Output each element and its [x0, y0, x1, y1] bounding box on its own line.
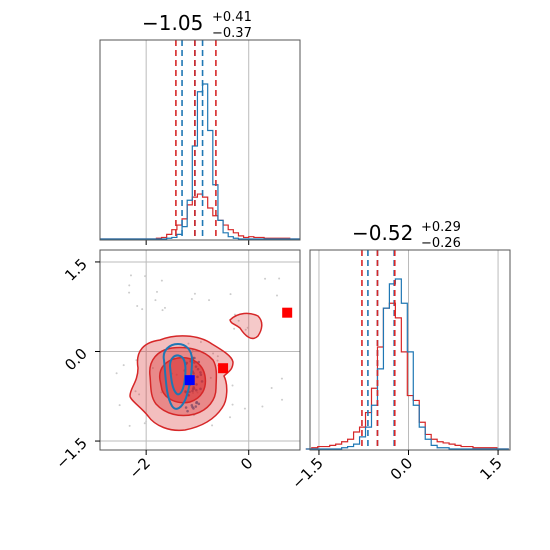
scatter-point — [115, 372, 118, 375]
hist-panel-param-2: −1.5 0.0 1.5 — [288, 249, 511, 493]
title-param-2: −0.52 +0.29 −0.26 — [352, 220, 461, 251]
scatter-point — [229, 416, 232, 419]
hist1-quantile-lines — [175, 40, 217, 240]
scatter-point — [216, 359, 219, 362]
scatter-point — [151, 367, 154, 370]
hist2-gridlines — [318, 250, 499, 450]
title-2-plus: +0.29 — [421, 220, 461, 235]
scatter-point — [155, 290, 158, 293]
joint-frame — [99, 249, 301, 451]
joint-markers — [184, 307, 293, 386]
joint-y-tick-label-0: 1.5 — [61, 255, 91, 285]
title-param-1: −1.05 +0.41 −0.37 — [142, 10, 252, 41]
joint-y-tick-label-1: 0.0 — [61, 345, 91, 375]
scatter-point — [278, 277, 281, 280]
joint-x-tick-label-1: 0 — [237, 454, 256, 473]
joint-x-tick-label-0: −2 — [126, 454, 154, 482]
scatter-point-blue — [197, 402, 201, 406]
joint-red-contours — [129, 312, 263, 432]
scatter-point — [122, 364, 125, 367]
hist2-x-tick-label-1: 0.0 — [387, 454, 417, 484]
hist1-red-histogram — [100, 193, 300, 240]
joint-y-tick-label-2: −1.5 — [52, 434, 90, 472]
joint-panel: −2 0 1.5 0.0 −1.5 — [52, 249, 301, 482]
title-1-plus: +0.41 — [212, 10, 252, 25]
scatter-point — [160, 279, 163, 282]
scatter-point — [128, 424, 131, 427]
hist2-red-histogram — [305, 302, 509, 450]
title-2-value: −0.52 — [352, 221, 413, 245]
hist2-x-ticks: −1.5 0.0 1.5 — [288, 450, 506, 493]
scatter-point — [141, 308, 144, 311]
hist2-x-tick-label-0: −1.5 — [288, 454, 326, 492]
joint-y-ticks: 1.5 0.0 −1.5 — [52, 255, 100, 473]
hist1-frame — [99, 39, 301, 241]
scatter-point — [134, 390, 137, 393]
scatter-point — [233, 327, 236, 330]
scatter-point — [270, 387, 273, 390]
scatter-point-blue — [184, 406, 188, 409]
scatter-point-blue — [195, 400, 199, 404]
scatter-point — [190, 297, 193, 300]
scatter-point — [231, 384, 234, 387]
scatter-point — [160, 391, 163, 394]
blue-square-marker — [184, 375, 195, 386]
scatter-point — [209, 376, 212, 379]
scatter-point — [275, 294, 278, 297]
scatter-point — [187, 342, 190, 345]
scatter-point — [229, 293, 232, 296]
hist2-x-tick-label-2: 1.5 — [476, 454, 506, 484]
scatter-point — [261, 405, 264, 408]
title-1-value: −1.05 — [142, 11, 203, 35]
scatter-point — [280, 377, 283, 380]
scatter-point — [281, 398, 284, 401]
scatter-point — [216, 355, 219, 358]
scatter-point — [243, 407, 246, 410]
hist-panel-param-1 — [99, 39, 301, 245]
scatter-point-blue — [194, 405, 198, 408]
scatter-point — [237, 319, 240, 322]
scatter-point — [128, 284, 131, 287]
hist1-blue-histogram — [100, 83, 300, 240]
scatter-point — [193, 292, 196, 295]
scatter-point-blue — [186, 409, 189, 413]
scatter-point — [145, 420, 148, 423]
scatter-point — [246, 326, 249, 329]
scatter-point — [244, 328, 247, 331]
scatter-point — [154, 299, 157, 302]
scatter-point — [163, 306, 166, 309]
hist1-gridlines — [145, 40, 301, 245]
red-square-marker-0 — [218, 363, 229, 374]
scatter-point — [212, 352, 215, 355]
scatter-point — [199, 341, 202, 344]
scatter-point — [211, 424, 214, 427]
scatter-point — [161, 309, 164, 312]
hist2-blue-histogram — [305, 278, 509, 450]
scatter-point — [136, 304, 139, 307]
scatter-point — [144, 275, 147, 278]
scatter-point — [264, 277, 267, 280]
red-contour-small — [229, 312, 263, 340]
scatter-point-blue — [191, 405, 194, 409]
scatter-point — [191, 349, 194, 352]
scatter-point — [128, 291, 131, 294]
title-2-minus: −0.26 — [421, 236, 461, 251]
scatter-point — [138, 393, 141, 396]
hist2-quantile-lines — [361, 250, 396, 450]
scatter-point — [143, 422, 146, 425]
hist2-frame — [309, 249, 511, 451]
scatter-point — [208, 299, 211, 302]
scatter-point — [118, 404, 121, 407]
title-1-minus: −0.37 — [212, 26, 252, 41]
red-square-marker-1 — [282, 307, 293, 318]
scatter-point — [129, 274, 132, 277]
joint-x-ticks: −2 0 — [126, 450, 257, 482]
scatter-point — [231, 403, 234, 406]
